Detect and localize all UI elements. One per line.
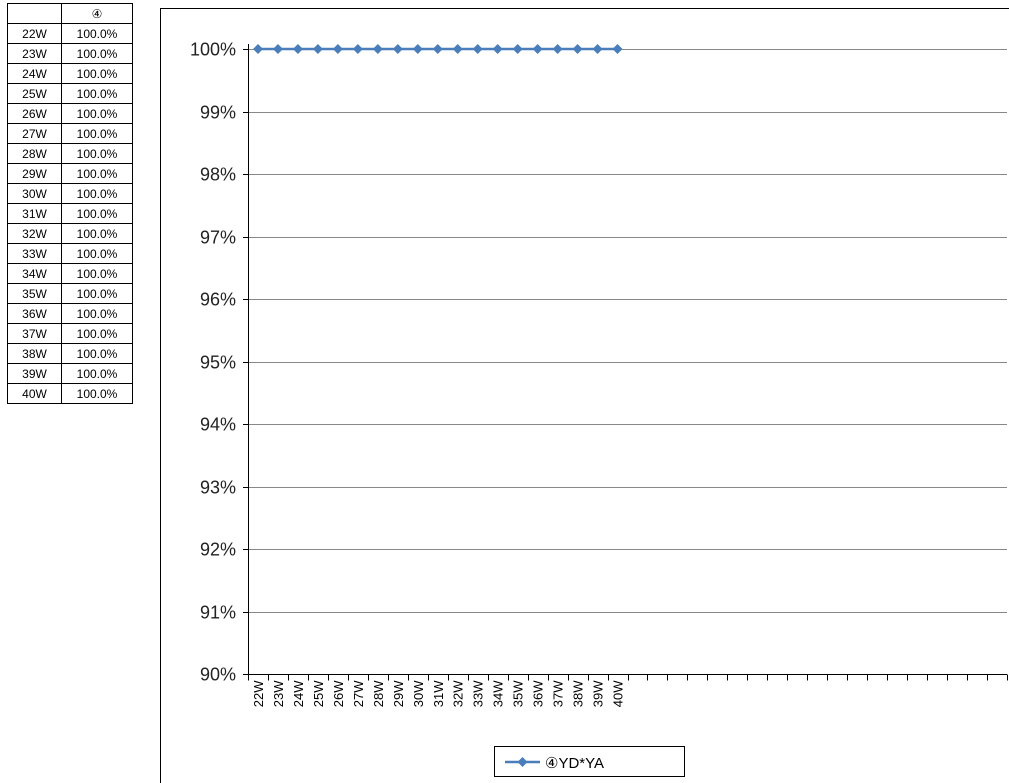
- y-tick-label: 93%: [200, 478, 236, 498]
- y-tick-label: 100%: [190, 40, 236, 60]
- week-cell: 31W: [7, 203, 62, 224]
- week-cell: 25W: [7, 83, 62, 104]
- x-tick-label: 32W: [451, 680, 466, 707]
- x-tick-label: 23W: [271, 680, 286, 707]
- chart-area: [160, 8, 1009, 783]
- data-point: [392, 44, 403, 54]
- y-tick-label: 90%: [200, 665, 236, 685]
- x-tick-label: 28W: [371, 680, 386, 707]
- table-row: 32W 100.0%: [7, 223, 133, 244]
- series-layer: [252, 44, 623, 54]
- week-cell: 39W: [7, 363, 62, 384]
- data-point: [272, 44, 283, 54]
- y-tick-label: 92%: [200, 540, 236, 560]
- x-tick-label: 36W: [531, 680, 546, 707]
- data-point: [252, 44, 263, 54]
- table-row: 27W 100.0%: [7, 123, 133, 144]
- data-table: ④ 22W 100.0% 23W 100.0% 24W 100.0% 25W 100.0% 26…: [7, 3, 133, 404]
- y-tick-label: 96%: [200, 290, 236, 310]
- value-cell: 100.0%: [61, 143, 133, 164]
- value-cell: 100.0%: [61, 343, 133, 364]
- data-point: [592, 44, 603, 54]
- data-point: [332, 44, 343, 54]
- x-tick-label: 40W: [611, 680, 626, 707]
- x-tick-label: 26W: [331, 680, 346, 707]
- table-row: 31W 100.0%: [7, 203, 133, 224]
- table-row: 25W 100.0%: [7, 83, 133, 104]
- legend-marker: [517, 757, 528, 767]
- y-tick-label: 97%: [200, 228, 236, 248]
- data-point: [492, 44, 503, 54]
- value-cell: 100.0%: [61, 203, 133, 224]
- table-row: 35W 100.0%: [7, 283, 133, 304]
- week-cell: 40W: [7, 383, 62, 404]
- table-row: 26W 100.0%: [7, 103, 133, 124]
- x-tick-label: 25W: [311, 680, 326, 707]
- week-cell: 22W: [7, 23, 62, 44]
- table-row: 39W 100.0%: [7, 363, 133, 384]
- data-point: [292, 44, 303, 54]
- table-row: 33W 100.0%: [7, 243, 133, 264]
- x-tick-label: 35W: [511, 680, 526, 707]
- x-tick-label: 34W: [491, 680, 506, 707]
- table-row: 22W 100.0%: [7, 23, 133, 44]
- y-tick-label: 91%: [200, 603, 236, 623]
- x-tick-label: 24W: [291, 680, 306, 707]
- y-axis: 90% 91% 92% 93% 94% 95% 96% 97% 98% 99% 100%: [190, 40, 249, 685]
- value-cell: 100.0%: [61, 263, 133, 284]
- data-point: [512, 44, 523, 54]
- legend: ④YD*YA: [494, 746, 685, 777]
- data-point: [532, 44, 543, 54]
- x-axis: 22W 23W 24W 25W 26W 27W 28W 29W 30W 31W 32W 33W 34W 3…: [248, 674, 1008, 707]
- data-point: [372, 44, 383, 54]
- week-cell: 24W: [7, 63, 62, 84]
- data-point: [572, 44, 583, 54]
- y-tick-label: 94%: [200, 415, 236, 435]
- y-tick-label: 95%: [200, 353, 236, 373]
- x-tick-label: 30W: [411, 680, 426, 707]
- data-point: [432, 44, 443, 54]
- data-point: [412, 44, 423, 54]
- data-point: [452, 44, 463, 54]
- legend-label: ④YD*YA: [545, 755, 604, 772]
- table-row: 40W 100.0%: [7, 383, 133, 404]
- x-tick-label: 22W: [251, 680, 266, 707]
- value-cell: 100.0%: [61, 323, 133, 344]
- x-tick-label: 27W: [351, 680, 366, 707]
- value-cell: 100.0%: [61, 383, 133, 404]
- x-tick-label: 38W: [571, 680, 586, 707]
- table-header-row: ④: [7, 3, 133, 24]
- y-tick-label: 99%: [200, 103, 236, 123]
- data-point: [472, 44, 483, 54]
- y-tick-label: 98%: [200, 165, 236, 185]
- table-row: 30W 100.0%: [7, 183, 133, 204]
- value-cell: 100.0%: [61, 223, 133, 244]
- data-point: [552, 44, 563, 54]
- x-tick-label: 33W: [471, 680, 486, 707]
- data-point: [312, 44, 323, 54]
- table-row: 28W 100.0%: [7, 143, 133, 164]
- gridlines: [248, 49, 1007, 613]
- data-point: [352, 44, 363, 54]
- x-tick-label: 39W: [591, 680, 606, 707]
- data-point: [612, 44, 623, 54]
- x-tick-label: 37W: [551, 680, 566, 707]
- x-tick-label: 29W: [391, 680, 406, 707]
- value-cell: 100.0%: [61, 83, 133, 104]
- x-tick-label: 31W: [431, 680, 446, 707]
- table-row: 38W 100.0%: [7, 343, 133, 364]
